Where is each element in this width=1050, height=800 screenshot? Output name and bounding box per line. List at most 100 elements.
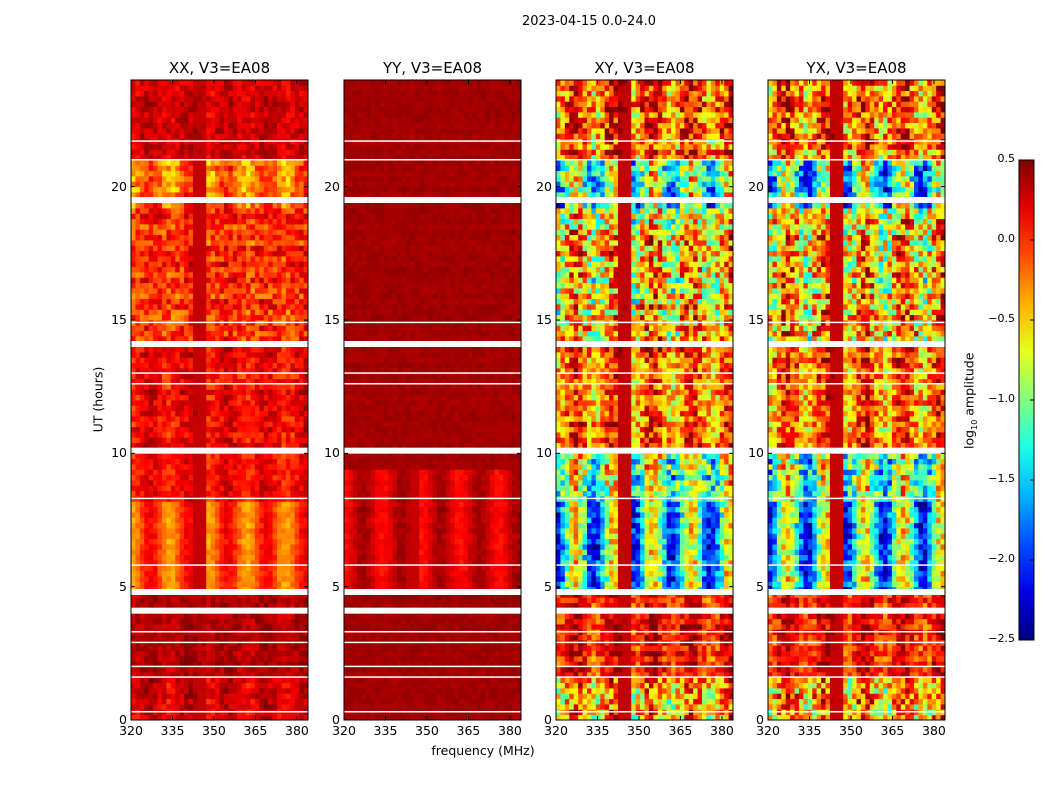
- heatmap-cell: [188, 122, 194, 129]
- heatmap-cell: [281, 522, 287, 529]
- heatmap-cell: [179, 714, 185, 721]
- heatmap-cell: [281, 538, 287, 545]
- heatmap-cell: [285, 544, 291, 550]
- heatmap-cell: [157, 298, 163, 305]
- heatmap-cell: [263, 218, 269, 225]
- heatmap-cell: [285, 661, 291, 668]
- heatmap-cell: [228, 442, 234, 449]
- heatmap-cell: [192, 618, 198, 625]
- heatmap-cell: [201, 400, 207, 406]
- heatmap-cell: [188, 224, 194, 230]
- heatmap-cell: [188, 714, 194, 721]
- heatmap-cell: [170, 666, 176, 673]
- heatmap-cell: [148, 560, 154, 566]
- heatmap-cell: [246, 106, 251, 113]
- heatmap-cell: [175, 181, 181, 188]
- heatmap-cell: [259, 432, 265, 438]
- heatmap-cell: [192, 416, 198, 422]
- heatmap-cell: [219, 602, 225, 609]
- heatmap-cell: [161, 144, 167, 150]
- heatmap-cell: [139, 602, 145, 609]
- heatmap-cell: [237, 469, 243, 476]
- heatmap-cell: [170, 485, 176, 492]
- heatmap-cell: [281, 90, 287, 97]
- heatmap-cell: [294, 426, 300, 433]
- heatmap-cell: [285, 421, 291, 428]
- heatmap-cell: [179, 485, 185, 492]
- heatmap-cell: [184, 693, 189, 700]
- heatmap-cell: [192, 661, 198, 668]
- heatmap-cell: [285, 560, 291, 566]
- heatmap-cell: [210, 666, 216, 673]
- heatmap-cell: [210, 405, 216, 412]
- heatmap-cell: [232, 346, 238, 353]
- heatmap-cell: [179, 330, 185, 337]
- heatmap-cell: [290, 325, 296, 332]
- heatmap-cell: [170, 128, 176, 134]
- heatmap-cell: [139, 224, 145, 230]
- heatmap-cell: [161, 202, 167, 209]
- heatmap-cell: [277, 538, 282, 545]
- heatmap-cell: [303, 309, 309, 316]
- heatmap-cell: [201, 645, 207, 652]
- heatmap-cell: [254, 426, 260, 433]
- heatmap-cell: [131, 224, 136, 230]
- heatmap-cell: [272, 538, 278, 545]
- heatmap-cell: [268, 426, 273, 433]
- heatmap-cell: [254, 112, 260, 118]
- heatmap-cell: [157, 272, 163, 278]
- heatmap-cell: [228, 186, 234, 193]
- heatmap-cell: [219, 506, 225, 513]
- heatmap-cell: [272, 645, 278, 652]
- heatmap-cell: [263, 485, 269, 492]
- heatmap-cell: [161, 85, 167, 92]
- heatmap-cell: [201, 90, 207, 97]
- heatmap-cell: [228, 208, 234, 214]
- heatmap-cell: [135, 352, 141, 358]
- heatmap-cell: [144, 309, 150, 316]
- heatmap-cell: [259, 666, 265, 673]
- heatmap-cell: [303, 565, 309, 572]
- heatmap-cell: [139, 576, 145, 582]
- flagged-row: [131, 197, 308, 203]
- heatmap-cell: [299, 613, 304, 620]
- heatmap-cell: [272, 656, 278, 662]
- heatmap-cell: [268, 106, 273, 113]
- heatmap-cell: [303, 416, 309, 422]
- heatmap-cell: [215, 474, 220, 481]
- heatmap-cell: [263, 277, 269, 284]
- heatmap-cell: [250, 400, 256, 406]
- heatmap-cell: [494, 714, 500, 721]
- heatmap-cell: [201, 698, 207, 705]
- heatmap-cell: [166, 277, 172, 284]
- heatmap-cell: [188, 336, 194, 342]
- heatmap-cell: [232, 410, 238, 417]
- heatmap-cell: [241, 181, 247, 188]
- heatmap-cell: [250, 426, 256, 433]
- heatmap-cell: [139, 261, 145, 268]
- heatmap-cell: [157, 330, 163, 337]
- heatmap-cell: [410, 704, 416, 710]
- heatmap-cell: [268, 405, 273, 412]
- heatmap-cell: [268, 384, 273, 390]
- heatmap-cell: [237, 666, 243, 673]
- heatmap-cell: [241, 501, 247, 508]
- heatmap-cell: [228, 458, 234, 465]
- heatmap-cell: [166, 442, 172, 449]
- heatmap-cell: [246, 224, 251, 230]
- heatmap-cell: [210, 240, 216, 246]
- heatmap-cell: [219, 165, 225, 172]
- heatmap-cell: [219, 666, 225, 673]
- heatmap-cell: [263, 261, 269, 268]
- heatmap-cell: [201, 122, 207, 129]
- heatmap-cell: [144, 117, 150, 124]
- heatmap-cell: [144, 165, 150, 172]
- heatmap-cell: [232, 192, 238, 198]
- heatmap-cell: [263, 522, 269, 529]
- heatmap-cell: [148, 330, 154, 337]
- heatmap-cell: [263, 421, 269, 428]
- heatmap-cell: [290, 458, 296, 465]
- heatmap-cell: [170, 714, 176, 721]
- heatmap-cell: [277, 618, 282, 625]
- heatmap-cell: [153, 624, 158, 630]
